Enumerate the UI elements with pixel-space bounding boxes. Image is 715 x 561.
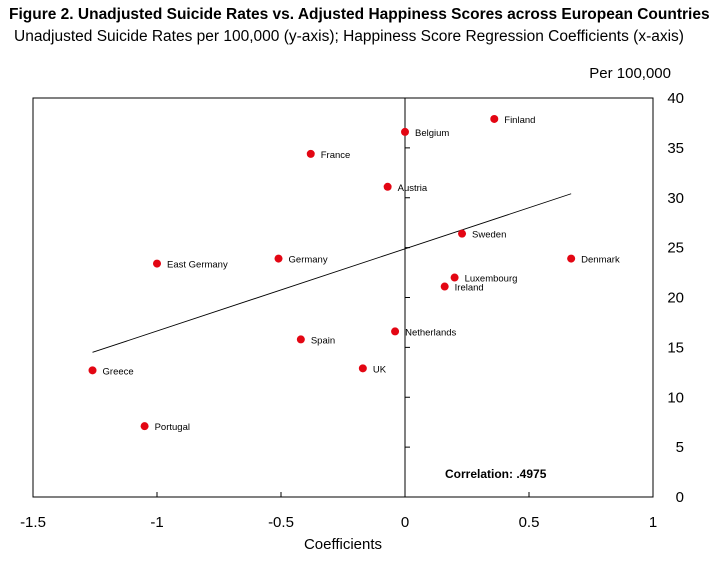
y-axis-label: Per 100,000 [589, 65, 671, 82]
y-tick-label: 15 [667, 339, 684, 356]
x-tick-label: -0.5 [268, 514, 294, 531]
data-point [358, 364, 367, 373]
regression-trendline [92, 193, 572, 353]
y-tick-label: 0 [676, 489, 684, 506]
y-tick-label: 10 [667, 389, 684, 406]
y-tick-label: 20 [667, 290, 684, 307]
data-point [490, 114, 499, 123]
data-point-label: UK [373, 364, 387, 375]
data-point-label: Netherlands [405, 327, 456, 338]
x-tick-label: 1 [649, 514, 657, 531]
y-tick-label: 5 [676, 439, 684, 456]
x-tick-label: -1.5 [20, 514, 46, 531]
data-point [401, 127, 409, 136]
x-tick-label: 0 [401, 514, 409, 531]
data-point-label: Austria [398, 183, 428, 194]
data-point-label: Ireland [455, 283, 484, 294]
data-point [296, 335, 305, 344]
x-axis-label: Coefficients [304, 536, 382, 553]
data-point-label: Denmark [581, 255, 620, 266]
y-tick-label: 35 [667, 140, 684, 157]
data-point [440, 282, 449, 291]
chart-subtitle: Unadjusted Suicide Rates per 100,000 (y-… [14, 28, 684, 45]
data-point-label: Spain [311, 335, 335, 346]
data-point [383, 182, 392, 191]
data-point-label: France [321, 150, 351, 161]
data-point [391, 327, 400, 336]
data-point-label: Belgium [415, 128, 449, 139]
data-point-label: Finland [504, 115, 535, 126]
x-tick-label: 0.5 [519, 514, 540, 531]
correlation-annotation: Correlation: .4975 [445, 467, 547, 481]
y-tick-label: 25 [667, 240, 684, 257]
data-point-label: Luxembourg [465, 274, 518, 285]
data-point-label: Greece [103, 366, 134, 377]
plot-area [32, 97, 654, 498]
chart-title: Figure 2. Unadjusted Suicide Rates vs. A… [9, 6, 710, 23]
data-point [153, 259, 161, 268]
data-point-label: East Germany [167, 260, 228, 271]
data-point-label: Portugal [155, 422, 190, 433]
y-tick-label: 40 [667, 90, 684, 107]
data-point [306, 149, 315, 158]
data-point [274, 254, 283, 263]
x-tick-label: -1 [150, 514, 163, 531]
data-point [88, 366, 97, 375]
data-point [458, 229, 467, 238]
data-point-label: Germany [289, 255, 328, 266]
data-point [140, 422, 149, 431]
y-tick-label: 30 [667, 190, 684, 207]
data-point-label: Sweden [472, 230, 506, 241]
data-point [567, 254, 576, 263]
data-point [450, 273, 459, 282]
